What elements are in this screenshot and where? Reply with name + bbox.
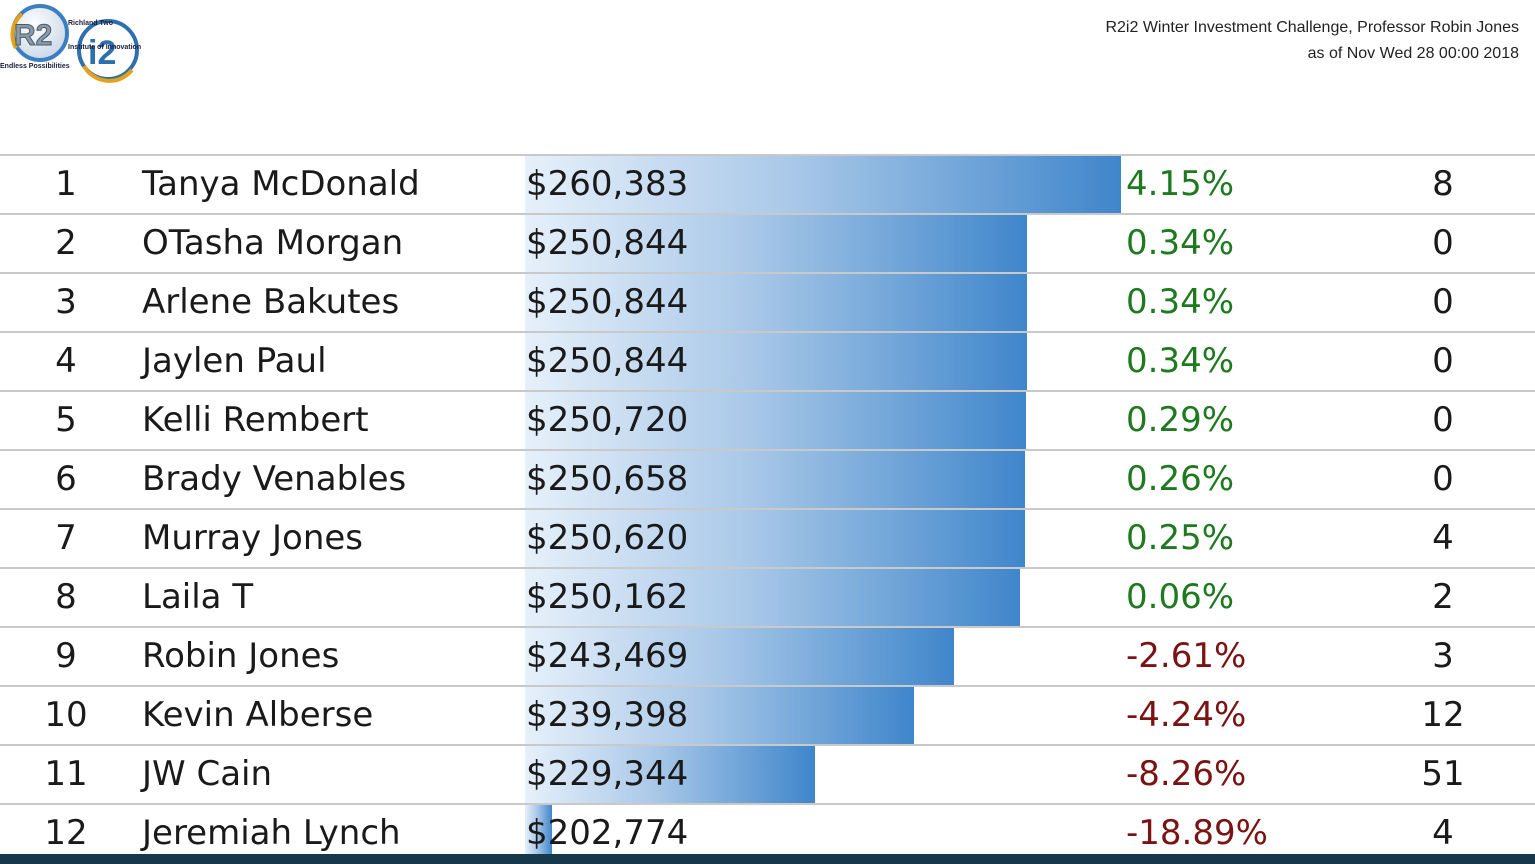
change-cell: 4.15% — [1126, 164, 1235, 204]
change-cell: 0.06% — [1126, 577, 1235, 617]
rank-cell: 1 — [55, 164, 77, 204]
logo-r2-text: R2 — [14, 19, 52, 52]
trades-cell: 8 — [1432, 164, 1454, 204]
trades-cell: 4 — [1432, 813, 1454, 853]
name-cell: Kelli Rembert — [142, 400, 369, 440]
change-cell: 0.34% — [1126, 341, 1235, 381]
rank-cell: 3 — [55, 282, 77, 322]
change-cell: 0.34% — [1126, 223, 1235, 263]
bottom-strip — [0, 854, 1535, 864]
portfolio-value-cell: $250,844 — [526, 341, 689, 381]
name-cell: Laila T — [142, 577, 254, 617]
table-row: 9 Robin Jones $243,469 -2.61% 3 — [0, 626, 1535, 685]
table-row: 3 Arlene Bakutes $250,844 0.34% 0 — [0, 272, 1535, 331]
table-row: 12 Jeremiah Lynch $202,774 -18.89% 4 — [0, 803, 1535, 862]
value-bar — [525, 746, 815, 803]
portfolio-value-cell: $250,844 — [526, 282, 689, 322]
table-row: 10 Kevin Alberse $239,398 -4.24% 12 — [0, 685, 1535, 744]
name-cell: Brady Venables — [142, 459, 407, 499]
portfolio-value-cell: $260,383 — [526, 164, 689, 204]
rank-cell: 11 — [44, 754, 88, 794]
leaderboard-table: 1 Tanya McDonald $260,383 4.15% 8 2 OTasha Mor… — [0, 154, 1535, 862]
rank-cell: 7 — [55, 518, 77, 558]
change-cell: -8.26% — [1126, 754, 1247, 794]
portfolio-value-cell: $229,344 — [526, 754, 689, 794]
change-cell: 0.29% — [1126, 400, 1235, 440]
name-cell: Jaylen Paul — [142, 341, 327, 381]
value-bar — [525, 687, 914, 744]
change-cell: -2.61% — [1126, 636, 1247, 676]
portfolio-value-cell: $250,658 — [526, 459, 689, 499]
trades-cell: 0 — [1432, 341, 1454, 381]
rank-cell: 6 — [55, 459, 77, 499]
table-row: 1 Tanya McDonald $260,383 4.15% 8 — [0, 154, 1535, 213]
trades-cell: 4 — [1432, 518, 1454, 558]
value-bar — [525, 510, 1025, 567]
trades-cell: 0 — [1432, 400, 1454, 440]
value-bar — [525, 569, 1021, 626]
name-cell: Kevin Alberse — [142, 695, 374, 735]
value-bar — [525, 215, 1027, 272]
trades-cell: 0 — [1432, 459, 1454, 499]
logo-tagline-line1: Richland Two — [68, 20, 113, 27]
name-cell: Jeremiah Lynch — [142, 813, 401, 853]
as-of-date: as of Nov Wed 28 00:00 2018 — [1307, 45, 1519, 62]
value-bar — [525, 156, 1121, 213]
value-bar — [525, 274, 1027, 331]
portfolio-value-cell: $239,398 — [526, 695, 689, 735]
portfolio-value-cell: $250,720 — [526, 400, 689, 440]
trades-cell: 3 — [1432, 636, 1454, 676]
change-cell: -18.89% — [1126, 813, 1268, 853]
rank-cell: 12 — [44, 813, 88, 853]
logo-i2-text: i2 — [88, 34, 116, 72]
rank-cell: 5 — [55, 400, 77, 440]
name-cell: Murray Jones — [142, 518, 364, 558]
table-row: 8 Laila T $250,162 0.06% 2 — [0, 567, 1535, 626]
change-cell: 0.34% — [1126, 282, 1235, 322]
name-cell: Tanya McDonald — [142, 164, 420, 204]
table-row: 11 JW Cain $229,344 -8.26% 51 — [0, 744, 1535, 803]
value-bar — [525, 333, 1027, 390]
value-bar — [525, 392, 1026, 449]
rank-cell: 4 — [55, 341, 77, 381]
table-row: 5 Kelli Rembert $250,720 0.29% 0 — [0, 390, 1535, 449]
trades-cell: 12 — [1421, 695, 1465, 735]
rank-cell: 10 — [44, 695, 88, 735]
r2i2-logo-graphic: R2 i2 — [10, 4, 139, 83]
change-cell: 0.25% — [1126, 518, 1235, 558]
table-row: 2 OTasha Morgan $250,844 0.34% 0 — [0, 213, 1535, 272]
name-cell: Robin Jones — [142, 636, 340, 676]
rank-cell: 9 — [55, 636, 77, 676]
logo-tagline: Richland Two Institute of Innovation — [68, 4, 141, 68]
trades-cell: 51 — [1421, 754, 1465, 794]
trades-cell: 0 — [1432, 282, 1454, 322]
name-cell: JW Cain — [142, 754, 273, 794]
rank-cell: 8 — [55, 577, 77, 617]
trades-cell: 2 — [1432, 577, 1454, 617]
portfolio-value-cell: $250,844 — [526, 223, 689, 263]
r2i2-logo: R2 i2 Richland Two Institute of Innovati… — [0, 0, 150, 86]
change-cell: 0.26% — [1126, 459, 1235, 499]
table-row: 6 Brady Venables $250,658 0.26% 0 — [0, 449, 1535, 508]
trades-cell: 0 — [1432, 223, 1454, 263]
logo-footer: Endless Possibilities — [0, 63, 70, 70]
rank-cell: 2 — [55, 223, 77, 263]
value-bar — [525, 628, 955, 685]
portfolio-value-cell: $243,469 — [526, 636, 689, 676]
portfolio-value-cell: $250,620 — [526, 518, 689, 558]
logo-tagline-line2: Institute of Innovation — [68, 44, 142, 51]
name-cell: Arlene Bakutes — [142, 282, 400, 322]
table-row: 4 Jaylen Paul $250,844 0.34% 0 — [0, 331, 1535, 390]
challenge-title: R2i2 Winter Investment Challenge, Profes… — [1105, 19, 1519, 36]
value-bar — [525, 805, 553, 862]
portfolio-value-cell: $202,774 — [526, 813, 689, 853]
value-bar — [525, 451, 1025, 508]
change-cell: -4.24% — [1126, 695, 1247, 735]
table-row: 7 Murray Jones $250,620 0.25% 4 — [0, 508, 1535, 567]
portfolio-value-cell: $250,162 — [526, 577, 689, 617]
name-cell: OTasha Morgan — [142, 223, 404, 263]
